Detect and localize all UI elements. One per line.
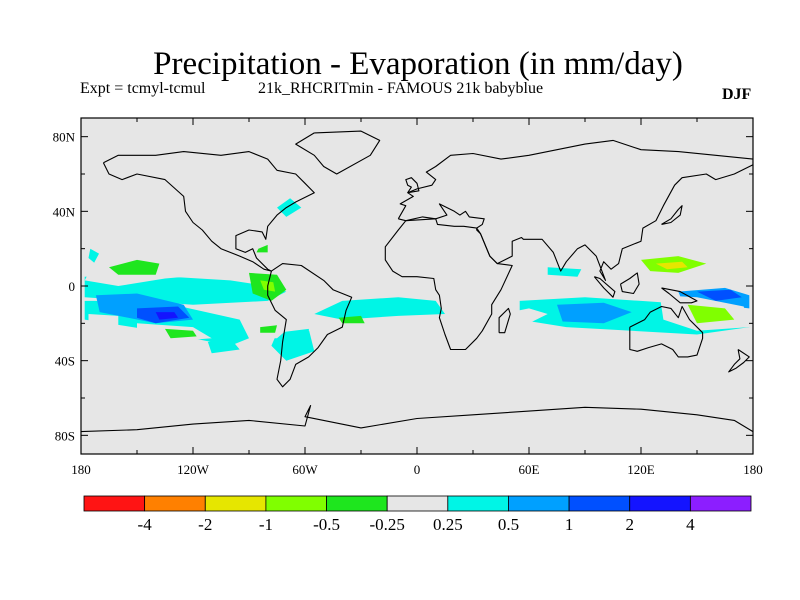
season-label: DJF <box>722 86 752 103</box>
y-tick-label: 40N <box>53 204 76 219</box>
colorbar-swatch <box>508 495 570 512</box>
contour-region <box>256 244 268 253</box>
contour-region <box>697 289 742 301</box>
x-tick-label: 180 <box>743 462 763 477</box>
colorbar-label: -0.5 <box>313 515 340 534</box>
colorbar-swatch <box>204 495 267 512</box>
coastline-greenland <box>295 130 381 175</box>
contour-region <box>271 328 315 361</box>
colorbar-label: 0.25 <box>433 515 463 534</box>
colorbar-label: -1 <box>259 515 273 534</box>
colorbar-label: 4 <box>686 515 695 534</box>
y-tick-label: 80N <box>53 130 76 145</box>
coastline-eurasia-africa <box>397 139 753 281</box>
colorbar-swatch <box>144 495 206 512</box>
contour-region <box>314 297 445 320</box>
coastline-borneo <box>619 272 640 295</box>
colorbar-swatch <box>568 495 631 512</box>
coastline-new-guinea <box>661 287 698 304</box>
contour-region <box>557 302 632 324</box>
colorbar-label: 1 <box>565 515 574 534</box>
x-tick-label: 0 <box>414 462 421 477</box>
contour-region <box>277 198 302 217</box>
coastline-new-zealand <box>728 349 750 373</box>
colorbar-swatch <box>386 495 449 512</box>
y-tick-label: 80S <box>55 428 75 443</box>
coastline-africa-south <box>384 218 513 351</box>
colorbar-label: -0.25 <box>369 515 404 534</box>
colorbar-label: -4 <box>138 515 153 534</box>
coastline-antarctica <box>81 404 753 433</box>
coastline-south-america <box>267 263 353 388</box>
contour-region <box>88 314 119 342</box>
colorbar-swatch <box>447 495 509 512</box>
contour-region <box>165 328 197 339</box>
colorbar-swatch <box>689 495 752 512</box>
coastline-madagascar <box>498 307 511 334</box>
contour-region <box>491 342 533 361</box>
experiment-label: Expt = tcmyl-tcmul <box>80 80 206 97</box>
x-tick-label: 60E <box>519 462 540 477</box>
chart-title: Precipitation - Evaporation (in mm/day) <box>153 46 683 82</box>
contour-region <box>491 308 548 324</box>
contour-region <box>109 259 160 275</box>
colorbar-swatch <box>83 495 146 512</box>
colorbar-swatch <box>326 495 388 512</box>
coastline-north-america <box>102 151 315 272</box>
x-tick-label: 180 <box>71 462 91 477</box>
colorbar-label: 2 <box>625 515 634 534</box>
contour-region <box>155 312 179 320</box>
colorbar-label: -2 <box>198 515 212 534</box>
y-tick-label: 0 <box>69 279 76 294</box>
y-tick-label: 40S <box>55 354 75 369</box>
coastline-sumatra <box>593 276 616 298</box>
run-description: 21k_RHCRITmin - FAMOUS 21k babyblue <box>258 80 544 97</box>
x-tick-label: 60W <box>292 462 318 477</box>
contour-region <box>687 304 735 324</box>
coastline-japan <box>661 205 683 225</box>
contour-region <box>338 315 365 324</box>
contour-region <box>308 319 339 331</box>
contour-region <box>260 325 277 333</box>
coastline-australia <box>629 305 704 358</box>
contour-region <box>547 267 582 277</box>
contour-region <box>655 261 688 270</box>
colorbar-swatch <box>629 495 691 512</box>
colorbar-swatch <box>265 495 327 512</box>
x-tick-label: 120E <box>627 462 655 477</box>
coastline-uk <box>405 177 420 194</box>
x-tick-label: 120W <box>177 462 210 477</box>
colorbar-label: 0.5 <box>498 515 519 534</box>
contour-region <box>207 338 240 354</box>
